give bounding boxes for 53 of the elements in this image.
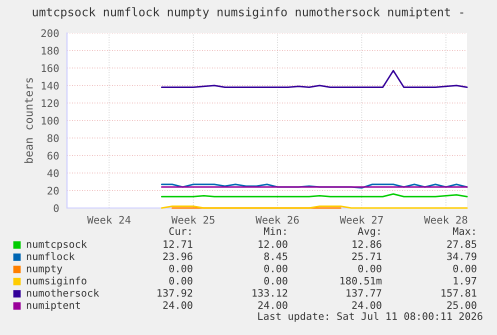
- text: 23.96: [163, 252, 192, 260]
- text: 0.00: [358, 264, 382, 272]
- y-tick-label: 180: [42, 46, 59, 55]
- text: 0.00: [264, 264, 288, 272]
- text: 0.00: [169, 264, 192, 272]
- chart-title: umtcpsock numflock numpty numsiginfo numothersock numiptent -: [32, 7, 464, 19]
- text: Avg:: [358, 227, 380, 237]
- text: 25.71: [352, 252, 382, 260]
- text: Cur:: [169, 227, 191, 235]
- text: 12.00: [258, 240, 288, 248]
- legend-label: numtcpsock: [26, 240, 87, 250]
- y-tick-label: 80: [47, 134, 59, 142]
- text: 137.77: [346, 289, 382, 297]
- text: 24.00: [258, 301, 288, 309]
- y-tick-label: 0: [54, 204, 59, 212]
- x-tick-label: Week 26: [256, 216, 299, 224]
- y-tick-label: 200: [41, 29, 59, 38]
- y-tick-label: 60: [47, 152, 59, 160]
- y-tick-label: 20: [48, 186, 59, 195]
- x-tick-label: Week 27: [340, 216, 383, 224]
- text: 0.00: [453, 264, 476, 272]
- legend-label: numsiginfo: [26, 276, 86, 287]
- y-tick-label: 120: [42, 99, 59, 108]
- text: 0.00: [264, 276, 288, 285]
- text: 27.85: [447, 240, 476, 248]
- text: Last update: Sat Jul 11 08:00:11 2026: [258, 312, 482, 322]
- text: Min:: [264, 227, 286, 235]
- x-tick-label: Week 24: [87, 216, 131, 224]
- text: 0.00: [169, 276, 192, 285]
- text: 1.97: [454, 276, 476, 285]
- text: 8.45: [264, 252, 288, 260]
- text: 157.81: [442, 289, 476, 297]
- y-tick-label: 40: [47, 169, 59, 178]
- text: 24.00: [163, 301, 192, 309]
- legend-label: numflock: [26, 252, 75, 260]
- legend-label: numiptent: [26, 301, 80, 311]
- text: 137.92: [158, 289, 192, 297]
- x-tick-label: Week 25: [171, 216, 214, 224]
- x-tick-label: Week 28: [424, 216, 468, 224]
- text: 34.79: [447, 252, 476, 260]
- y-tick-label: 140: [42, 82, 59, 90]
- text: Max:: [453, 227, 475, 235]
- y-axis-title: bean counters: [24, 78, 33, 163]
- y-tick-label: 160: [42, 64, 59, 72]
- text: 24.00: [352, 301, 382, 309]
- y-tick-label: 100: [42, 116, 59, 125]
- text: 180.51m: [340, 276, 382, 285]
- text: 25.00: [447, 301, 476, 309]
- legend-label: numpty: [26, 265, 62, 274]
- text: 133.12: [252, 289, 288, 297]
- legend-label: numothersock: [26, 288, 100, 297]
- text: 12.71: [164, 240, 192, 248]
- text: 12.86: [352, 240, 382, 248]
